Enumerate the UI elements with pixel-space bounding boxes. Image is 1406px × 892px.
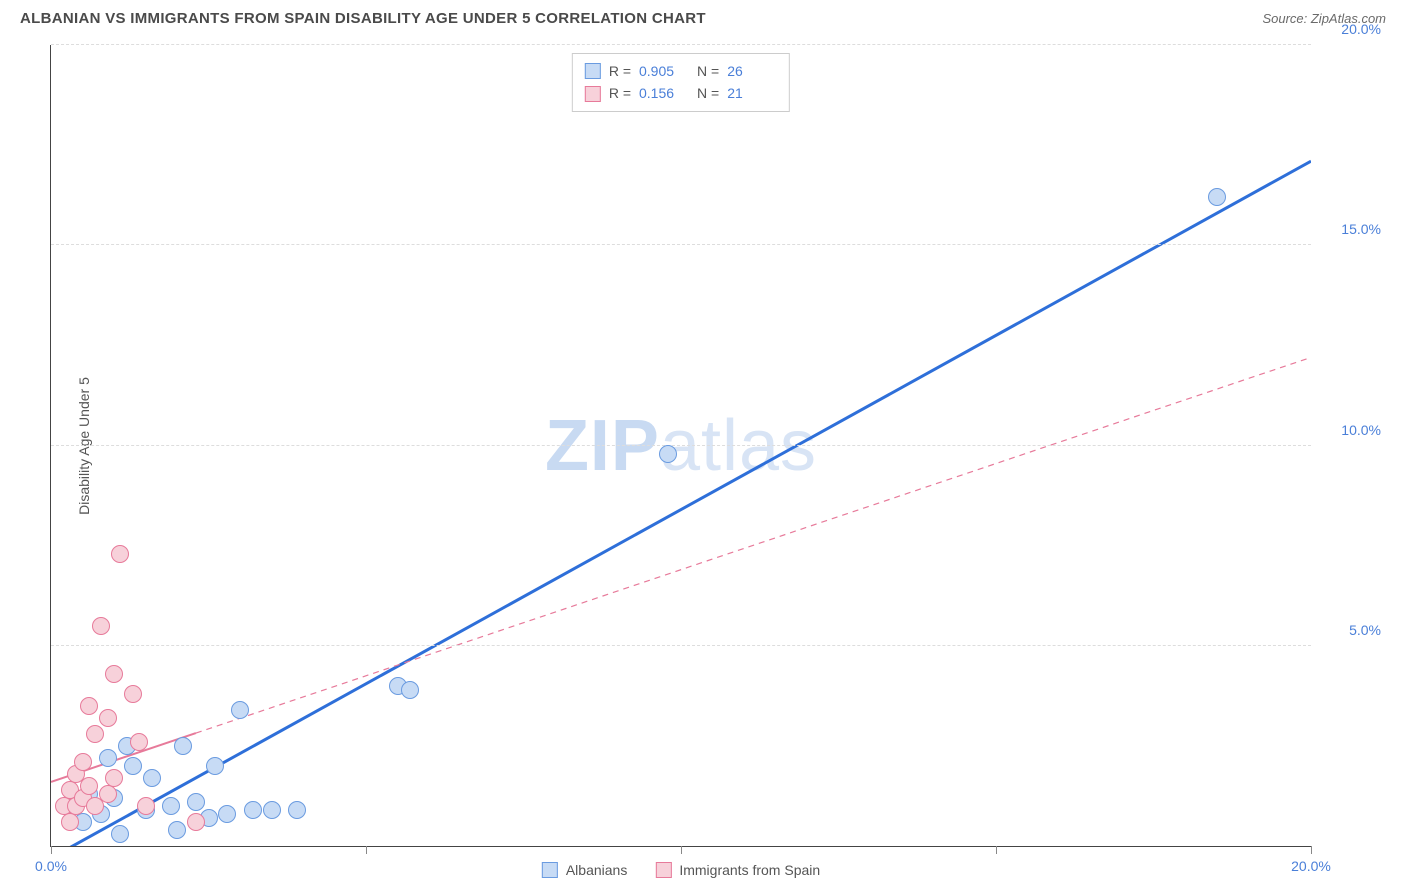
legend-swatch bbox=[655, 862, 671, 878]
data-point bbox=[105, 665, 123, 683]
data-point bbox=[263, 801, 281, 819]
legend-label: Albanians bbox=[566, 862, 628, 878]
data-point bbox=[231, 701, 249, 719]
r-value: 0.905 bbox=[639, 60, 689, 82]
data-point bbox=[80, 697, 98, 715]
trend-line-solid bbox=[51, 161, 1311, 846]
x-tick-label: 0.0% bbox=[35, 858, 67, 874]
data-point bbox=[111, 545, 129, 563]
y-tick-label: 15.0% bbox=[1341, 221, 1381, 237]
data-point bbox=[143, 769, 161, 787]
data-point bbox=[401, 681, 419, 699]
r-label: R = bbox=[609, 82, 631, 104]
legend-swatch bbox=[542, 862, 558, 878]
data-point bbox=[187, 793, 205, 811]
data-point bbox=[218, 805, 236, 823]
data-point bbox=[92, 617, 110, 635]
data-point bbox=[124, 685, 142, 703]
data-point bbox=[124, 757, 142, 775]
data-point bbox=[99, 749, 117, 767]
data-point bbox=[99, 785, 117, 803]
x-tick bbox=[1311, 846, 1312, 854]
data-point bbox=[130, 733, 148, 751]
data-point bbox=[74, 753, 92, 771]
data-point bbox=[1208, 188, 1226, 206]
data-point bbox=[174, 737, 192, 755]
data-point bbox=[288, 801, 306, 819]
trend-line-dashed bbox=[196, 357, 1311, 733]
y-tick-label: 20.0% bbox=[1341, 21, 1381, 37]
n-label: N = bbox=[697, 82, 719, 104]
data-point bbox=[111, 825, 129, 843]
x-tick bbox=[681, 846, 682, 854]
legend-item: Immigrants from Spain bbox=[655, 862, 820, 878]
x-tick bbox=[996, 846, 997, 854]
x-tick bbox=[51, 846, 52, 854]
x-tick bbox=[366, 846, 367, 854]
n-value: 21 bbox=[727, 82, 777, 104]
data-point bbox=[162, 797, 180, 815]
n-value: 26 bbox=[727, 60, 777, 82]
data-point bbox=[168, 821, 186, 839]
data-point bbox=[244, 801, 262, 819]
series-swatch bbox=[585, 86, 601, 102]
data-point bbox=[105, 769, 123, 787]
y-tick-label: 10.0% bbox=[1341, 422, 1381, 438]
x-tick-label: 20.0% bbox=[1291, 858, 1331, 874]
stats-row: R = 0.905 N = 26 bbox=[585, 60, 777, 82]
legend-item: Albanians bbox=[542, 862, 628, 878]
y-tick-label: 5.0% bbox=[1349, 622, 1381, 638]
correlation-stats-box: R = 0.905 N = 26 R = 0.156 N = 21 bbox=[572, 53, 790, 112]
watermark: ZIPatlas bbox=[545, 405, 817, 487]
gridline-h bbox=[51, 244, 1311, 245]
chart-plot-area: ZIPatlas R =0.905N =26R =0.156N =21 Alba… bbox=[50, 45, 1311, 847]
data-point bbox=[206, 757, 224, 775]
gridline-h bbox=[51, 445, 1311, 446]
gridline-h bbox=[51, 44, 1311, 45]
n-label: N = bbox=[697, 60, 719, 82]
chart-title: ALBANIAN VS IMMIGRANTS FROM SPAIN DISABI… bbox=[20, 10, 706, 27]
trend-lines bbox=[51, 45, 1311, 846]
stats-row: R = 0.156 N = 21 bbox=[585, 82, 777, 104]
series-swatch bbox=[585, 63, 601, 79]
gridline-h bbox=[51, 645, 1311, 646]
r-value: 0.156 bbox=[639, 82, 689, 104]
r-label: R = bbox=[609, 60, 631, 82]
legend: Albanians Immigrants from Spain bbox=[542, 862, 820, 878]
data-point bbox=[659, 445, 677, 463]
data-point bbox=[61, 813, 79, 831]
data-point bbox=[187, 813, 205, 831]
data-point bbox=[80, 777, 98, 795]
data-point bbox=[137, 797, 155, 815]
legend-label: Immigrants from Spain bbox=[679, 862, 820, 878]
data-point bbox=[99, 709, 117, 727]
data-point bbox=[86, 725, 104, 743]
